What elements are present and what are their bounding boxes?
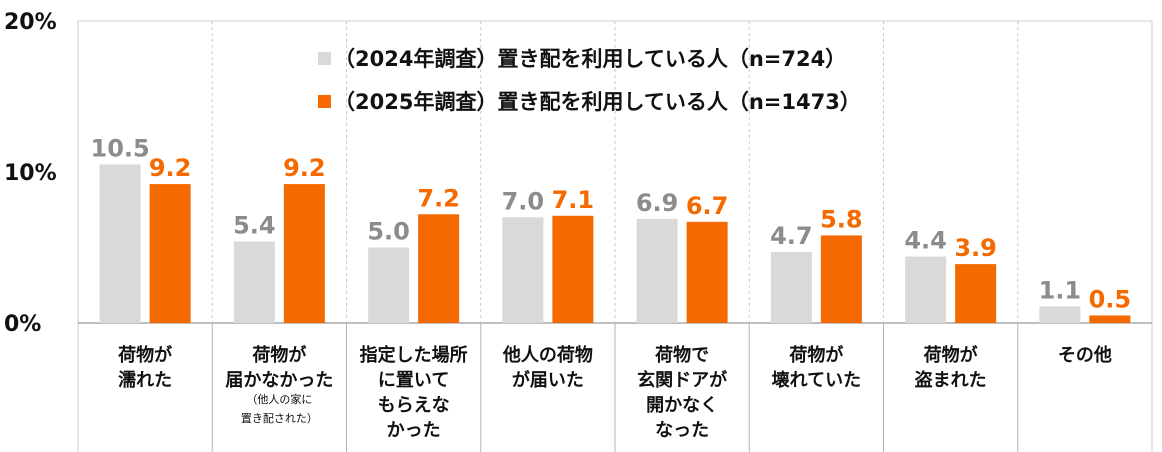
category-label-line: 指定した場所 [360, 344, 468, 366]
data-label-2024: 6.9 [636, 189, 679, 217]
bar-2024 [1039, 306, 1081, 323]
category-label-line: 荷物で [655, 344, 709, 366]
legend-swatch-2025 [318, 95, 331, 108]
bar-2025 [955, 264, 997, 323]
category-label-line: 開かなく [646, 395, 718, 416]
data-label-2025: 7.1 [552, 186, 595, 214]
data-label-2025: 0.5 [1089, 285, 1132, 313]
bar-2024 [905, 256, 947, 323]
bar-2024 [233, 241, 275, 323]
category-label-note: （他人の家に [246, 392, 312, 406]
data-label-2025: 7.2 [417, 184, 460, 212]
legend-swatch-2024 [318, 52, 331, 65]
category-label-line: 濡れた [118, 370, 172, 391]
data-label-2024: 10.5 [91, 134, 150, 162]
data-label-2025: 6.7 [686, 192, 729, 220]
y-tick-label: 10% [4, 161, 57, 186]
category-label-line: が届いた [512, 369, 584, 391]
category-label-line: に置いて [378, 370, 449, 391]
data-label-2025: 3.9 [954, 234, 997, 262]
category-label-line: 壊れていた [772, 370, 861, 391]
bar-2024 [636, 218, 678, 323]
bar-2024 [770, 252, 812, 323]
bar-2025 [1089, 315, 1131, 323]
y-axis-ticks: 0% 10% 20% [4, 10, 57, 337]
bar-2025 [149, 184, 191, 323]
category-labels: 荷物が濡れた荷物が届かなかった（他人の家に置き配された）指定した場所に置いてもら… [118, 344, 1112, 441]
category-label-line: 他人の荷物 [502, 344, 593, 366]
category-label-line: 届かなかった [225, 370, 333, 391]
legend-label-2024: （2024年調査）置き配を利用している人（n=724） [334, 47, 846, 71]
category-label-line: もらえな [378, 395, 450, 416]
bar-2025 [686, 221, 728, 323]
bar-2024 [368, 247, 410, 323]
bar-2025 [283, 184, 325, 323]
data-labels: 10.5 5.4 5.0 7.0 6.9 4.7 4.4 1.1 9.2 9.2 7.2 7.1 6.7… [91, 134, 1132, 313]
data-label-2024: 1.1 [1039, 276, 1082, 304]
category-label-line: 玄関ドアが [637, 369, 727, 391]
bar-2025 [820, 235, 862, 323]
data-label-2025: 5.8 [820, 205, 863, 233]
bar-2024 [99, 164, 141, 323]
data-label-2024: 5.4 [233, 211, 276, 239]
bars [99, 164, 1131, 323]
category-label-line: かった [387, 420, 441, 441]
category-label-line: 荷物が [789, 344, 843, 366]
data-label-2024: 4.4 [904, 227, 947, 255]
category-label-line: 荷物が [118, 344, 172, 366]
data-label-2025: 9.2 [149, 154, 192, 182]
data-label-2024: 7.0 [502, 187, 545, 215]
bar-2025 [418, 214, 460, 323]
category-label-line: その他 [1058, 344, 1112, 366]
y-tick-label: 0% [4, 312, 41, 337]
data-label-2024: 5.0 [367, 218, 410, 246]
category-label-note: 置き配された） [241, 412, 318, 425]
legend-label-2025: （2025年調査）置き配を利用している人（n=1473） [334, 90, 861, 114]
data-label-2024: 4.7 [770, 222, 813, 250]
category-label-line: 荷物が [924, 344, 978, 366]
category-label-line: 荷物が [252, 344, 306, 366]
category-label-line: 盗まれた [915, 369, 987, 391]
legend: （2024年調査）置き配を利用している人（n=724） （2025年調査）置き配を… [318, 47, 861, 114]
bar-2025 [552, 215, 594, 323]
y-tick-label: 20% [4, 10, 57, 35]
bar-2024 [502, 217, 544, 323]
data-label-2025: 9.2 [283, 154, 326, 182]
category-label: その他 [1058, 344, 1112, 366]
category-label-line: なった [655, 420, 709, 441]
